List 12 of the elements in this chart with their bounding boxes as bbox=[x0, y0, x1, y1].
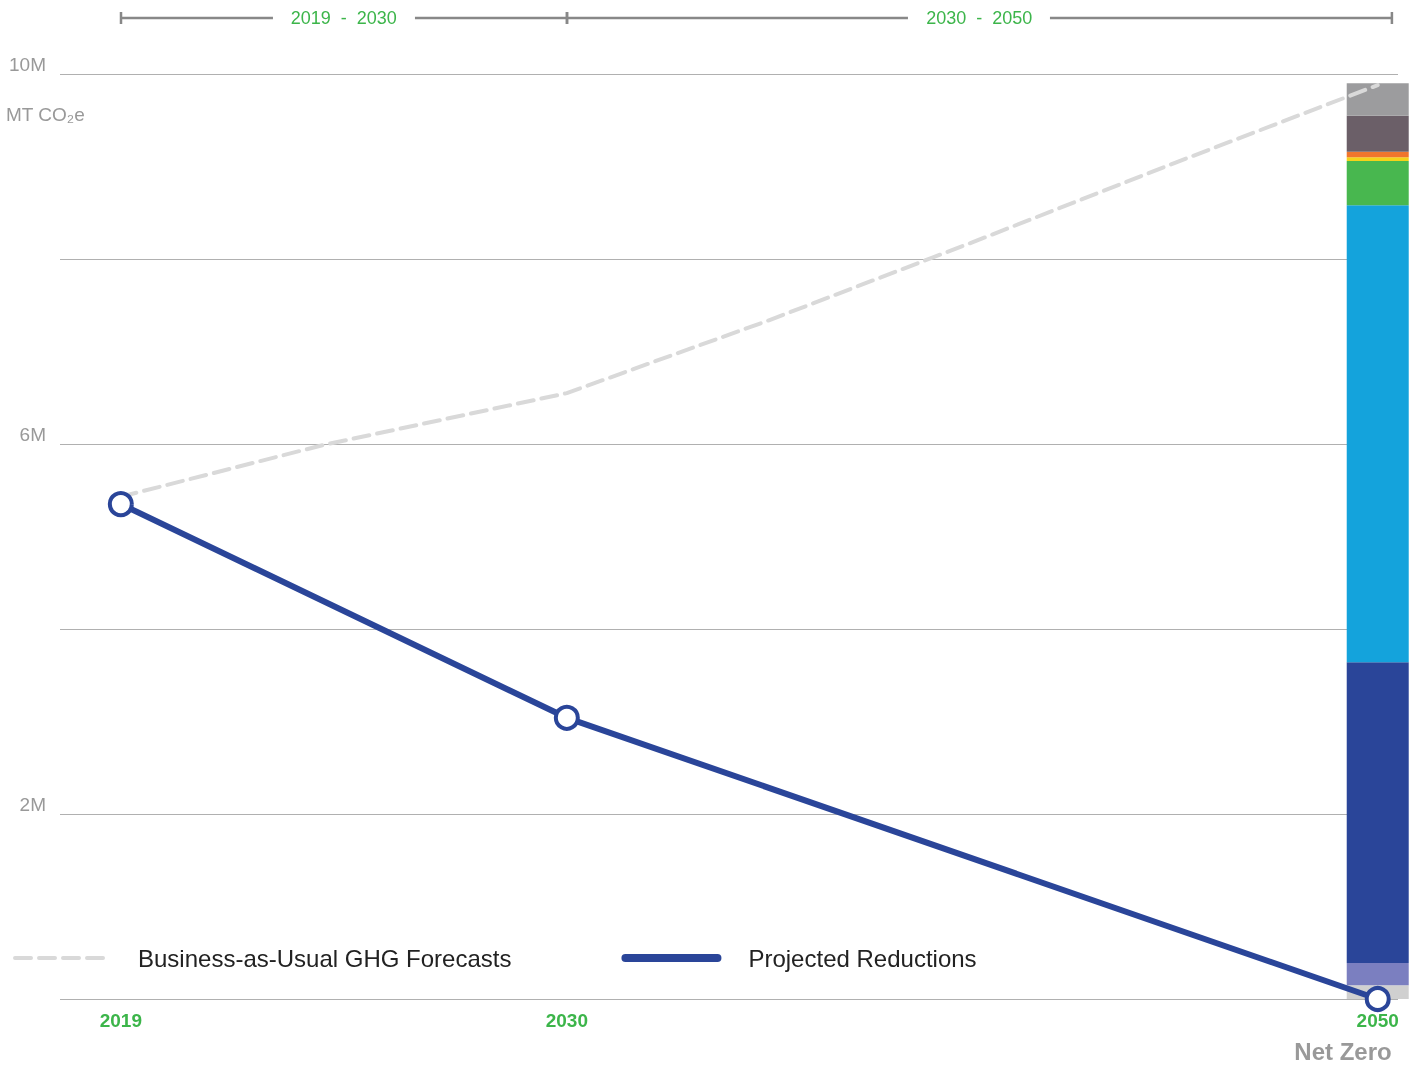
y-tick-label: 2M bbox=[19, 794, 46, 815]
x-tick-label: 2019 bbox=[99, 1010, 142, 1031]
legend-label: Projected Reductions bbox=[748, 944, 977, 972]
y-axis-title: MT CO₂e bbox=[6, 104, 85, 125]
x-tick-label: 2030 bbox=[545, 1010, 588, 1031]
text: 2019 - 2030 bbox=[272, 8, 415, 29]
y-tick-label: 6M bbox=[19, 424, 46, 445]
text: 2030 - 2050 bbox=[908, 8, 1051, 29]
y-tick-label: 10M bbox=[9, 54, 46, 75]
annotation: Net Zero bbox=[1294, 1037, 1392, 1065]
legend-label: Business-as-Usual GHG Forecasts bbox=[138, 944, 512, 972]
x-tick-label: 2050 bbox=[1356, 1010, 1399, 1031]
